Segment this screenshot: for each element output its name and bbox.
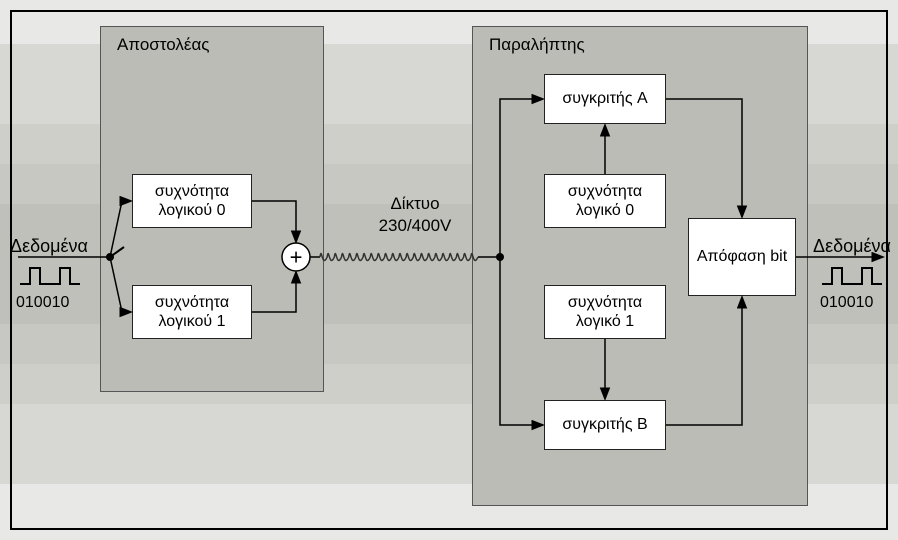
comparator-a-block: συγκριτής A [544, 74, 666, 124]
network-label-top: Δίκτυο [370, 194, 460, 214]
receiver-freq0-block: συχνότητα λογικό 0 [544, 174, 666, 228]
data-in-label: Δεδομένα [8, 236, 90, 257]
data-in-bits: 010010 [16, 294, 69, 312]
sender-title: Αποστολέας [113, 33, 213, 57]
sender-freq0-block: συχνότητα λογικού 0 [132, 174, 252, 228]
data-out-bits: 010010 [820, 294, 873, 312]
receiver-title: Παραλήπτης [485, 33, 589, 57]
comparator-b-block: συγκριτής B [544, 400, 666, 450]
sender-freq1-block: συχνότητα λογικού 1 [132, 285, 252, 339]
bit-decision-block: Απόφαση bit [688, 218, 796, 296]
data-out-label: Δεδομένα [810, 236, 894, 257]
network-label-bottom: 230/400V [366, 216, 464, 236]
receiver-freq1-block: συχνότητα λογικό 1 [544, 285, 666, 339]
